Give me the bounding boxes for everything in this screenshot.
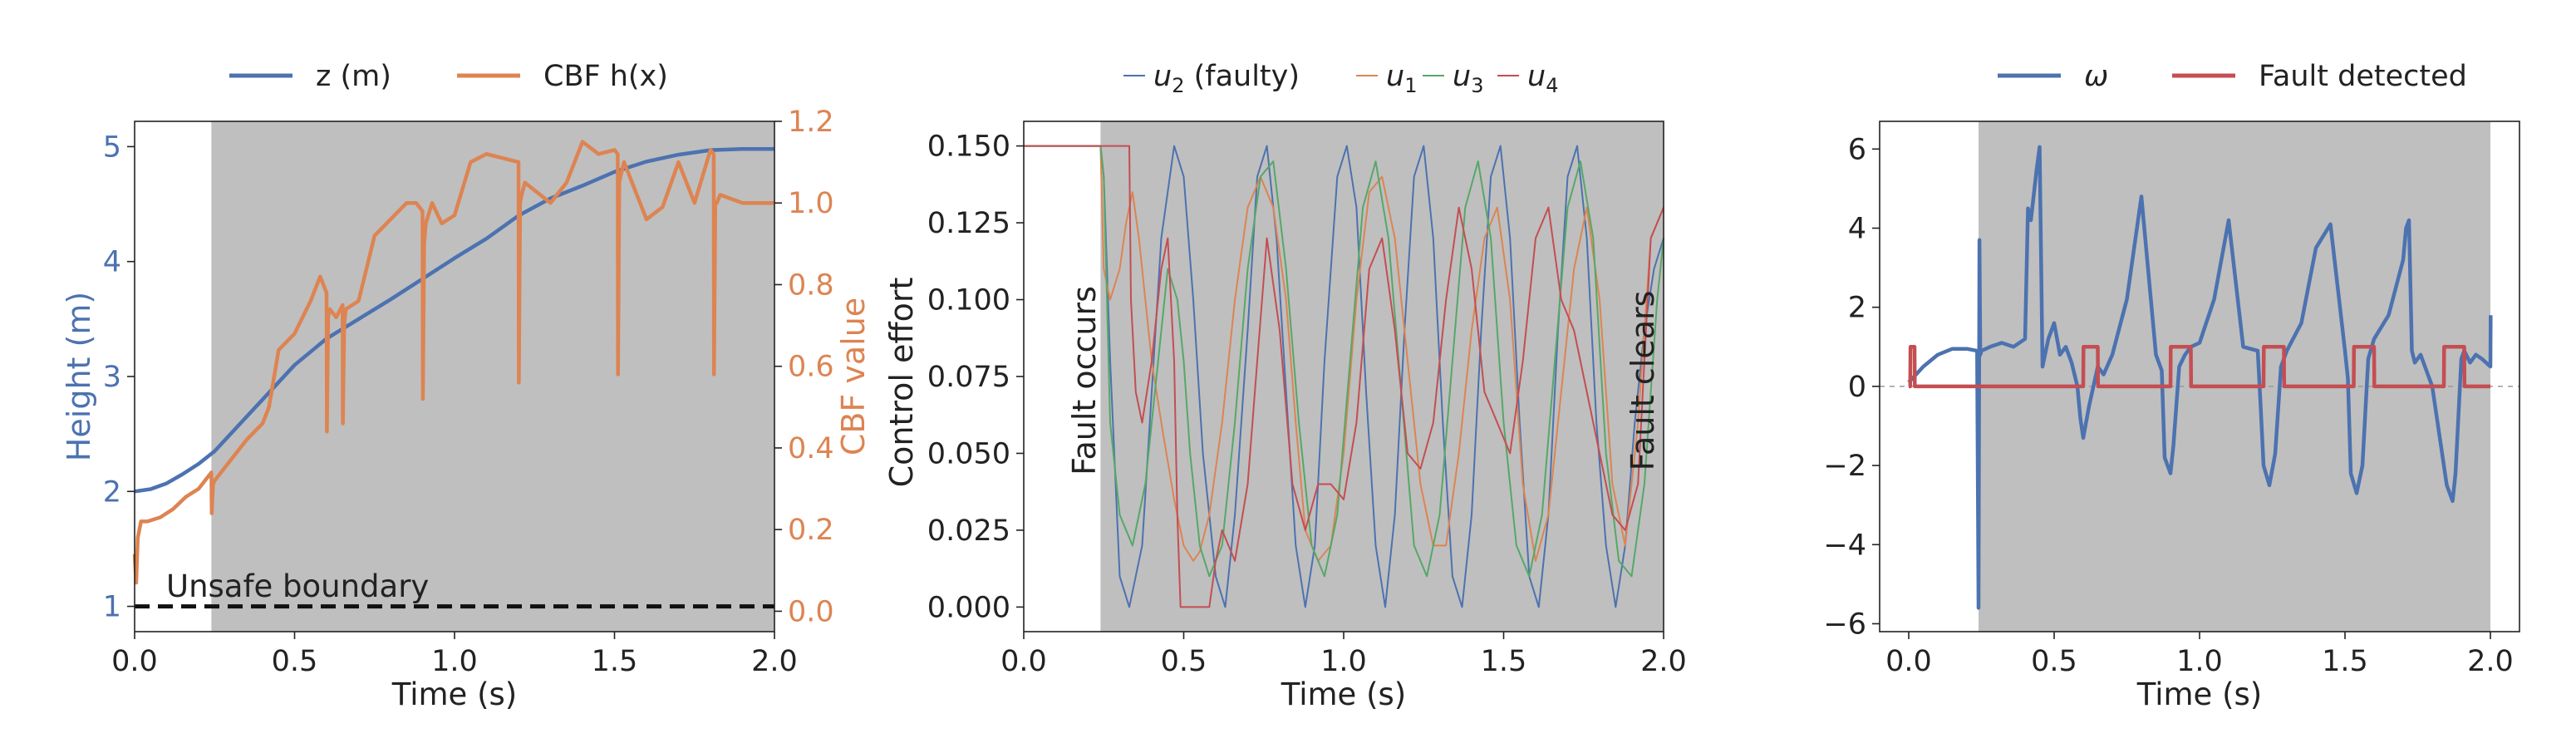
x-tick-label: 1.5 (1481, 645, 1527, 678)
y-tick-label: 4 (103, 246, 121, 279)
series-line-u1 (1024, 145, 1664, 562)
x-tick-label: 0.0 (1885, 645, 1932, 678)
y-tick-label: 2 (1848, 292, 1866, 325)
y2-tick-label: 1.0 (788, 187, 834, 220)
y2-axis-label-cbf: CBF value (835, 298, 872, 455)
y2-tick-label: 0.6 (788, 351, 834, 384)
y-tick-label: 0 (1848, 371, 1866, 404)
y2-tick-label: 0.2 (788, 514, 834, 547)
y-tick-label: 0.075 (927, 361, 1010, 394)
y2-tick-label: 0.8 (788, 268, 834, 302)
legend-panel3: ω Fault detected (1998, 60, 2467, 93)
y-tick-label: 1 (103, 591, 121, 624)
x-tick-label: 1.5 (2322, 645, 2368, 678)
legend-panel1: z (m) CBF h(x) (229, 60, 668, 93)
panel-omega-fault: ω Fault detected 0.0 0.5 1.0 1.5 2.0 −6 −4 −2 0… (1823, 60, 2520, 712)
y-tick-label: 2 (103, 475, 121, 509)
plot-lines-panel2 (1024, 145, 1664, 608)
y2-ticks-panel1: 0.0 0.2 0.4 0.6 0.8 1.0 1.2 (774, 106, 834, 628)
legend-label-cbf: CBF h(x) (543, 60, 668, 93)
y2-tick-label: 1.2 (788, 106, 834, 139)
x-axis-label-panel1: Time (s) (391, 677, 517, 712)
legend-label-u1: u1 (1386, 60, 1417, 97)
series-line-cbf-h-x (132, 140, 774, 585)
y-tick-label: −2 (1823, 450, 1866, 483)
y-tick-label: 5 (103, 130, 121, 164)
series-line-z-m (134, 146, 774, 494)
series-line- (1907, 145, 2493, 610)
x-tick-label: 0.5 (272, 645, 318, 678)
y-axis-label-height: Height (m) (61, 292, 97, 461)
x-axis-label-panel2: Time (s) (1281, 677, 1406, 712)
fault-clears-label: Fault clears (1625, 291, 1661, 471)
y-tick-label: 0.100 (927, 284, 1010, 317)
y-tick-label: −6 (1823, 608, 1866, 641)
legend-label-fault: Fault detected (2259, 60, 2467, 93)
x-tick-label: 1.0 (431, 645, 478, 678)
y-tick-label: 0.050 (927, 437, 1010, 470)
y-tick-label: 3 (103, 361, 121, 394)
x-tick-label: 0.0 (111, 645, 158, 678)
panel-control-effort: u2 (faulty) u1 u3 u4 Fault occurs Fault … (883, 60, 1687, 712)
plot-lines-panel3 (1907, 145, 2493, 610)
x-tick-label: 0.0 (1000, 645, 1047, 678)
y-ticks-panel1: 1 2 3 4 5 (103, 130, 135, 624)
x-axis-label-panel3: Time (s) (2136, 677, 2262, 712)
series-line-fault-detected (1908, 345, 2490, 389)
legend-label-u3: u3 (1453, 60, 1483, 97)
x-tick-label: 1.5 (592, 645, 638, 678)
series-line-u4 (1024, 145, 1664, 608)
y-ticks-panel2: 0.000 0.025 0.050 0.075 0.100 0.125 0.150 (927, 130, 1024, 624)
y-tick-label: 6 (1848, 133, 1866, 166)
y-ticks-panel3: −6 −4 −2 0 2 4 6 (1823, 133, 1880, 641)
fault-shaded-region (1979, 121, 2490, 632)
legend-panel2: u2 (faulty) u1 u3 u4 (1123, 60, 1558, 97)
y-tick-label: 0.150 (927, 130, 1010, 164)
x-tick-label: 1.0 (1320, 645, 1367, 678)
x-tick-label: 0.5 (1161, 645, 1207, 678)
x-ticks-panel1: 0.0 0.5 1.0 1.5 2.0 (111, 632, 798, 678)
fault-occurs-label: Fault occurs (1066, 286, 1103, 475)
legend-label-z: z (m) (316, 60, 391, 93)
x-tick-label: 0.5 (2031, 645, 2077, 678)
panel-height-cbf: z (m) CBF h(x) Unsafe boundary 0.0 0.5 1.0… (61, 60, 872, 712)
y2-tick-label: 0.4 (788, 432, 834, 465)
x-tick-label: 1.0 (2176, 645, 2223, 678)
y-tick-label: −4 (1823, 529, 1866, 562)
y-tick-label: 0.125 (927, 207, 1010, 240)
legend-label-u2: u2 (faulty) (1153, 60, 1300, 97)
y-tick-label: 4 (1848, 213, 1866, 246)
legend-label-omega: ω (2084, 60, 2108, 93)
x-ticks-panel2: 0.0 0.5 1.0 1.5 2.0 (1000, 632, 1687, 678)
fault-shaded-region (211, 121, 774, 632)
y-tick-label: 0.000 (927, 591, 1010, 624)
plot-lines-panel1 (132, 140, 774, 585)
y2-tick-label: 0.0 (788, 595, 834, 628)
y-axis-label-control-effort: Control effort (883, 278, 920, 488)
unsafe-boundary-label: Unsafe boundary (166, 568, 429, 604)
series-line-u2-faulty (1024, 145, 1664, 608)
y-tick-label: 0.025 (927, 514, 1010, 548)
legend-label-u4: u4 (1527, 60, 1558, 97)
fault-shaded-region (1100, 121, 1664, 632)
x-tick-label: 2.0 (1640, 645, 1687, 678)
x-tick-label: 2.0 (751, 645, 798, 678)
x-tick-label: 2.0 (2467, 645, 2514, 678)
x-ticks-panel3: 0.0 0.5 1.0 1.5 2.0 (1885, 632, 2514, 678)
